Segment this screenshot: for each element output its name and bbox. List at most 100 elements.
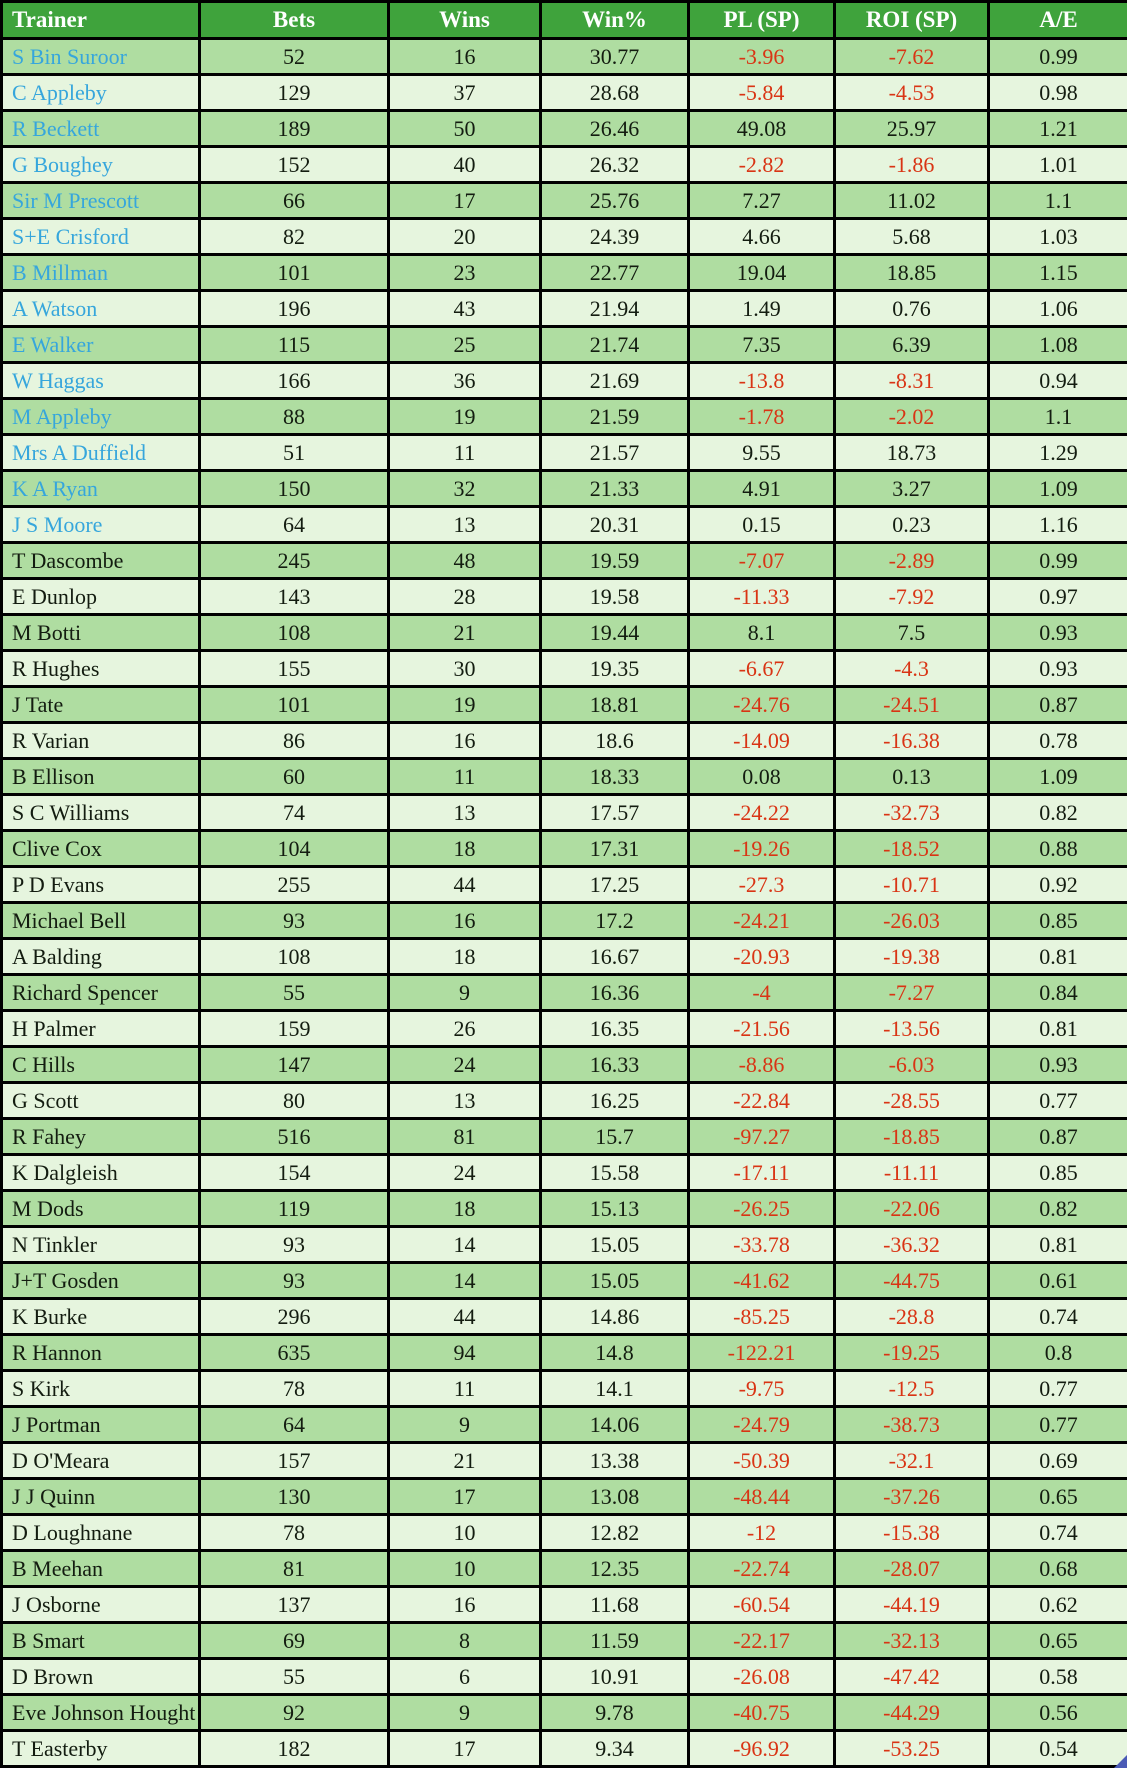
column-header-roi_sp[interactable]: ROI (SP) [833, 0, 990, 40]
column-header-bets[interactable]: Bets [198, 0, 390, 40]
bets-cell: 119 [198, 1189, 390, 1228]
ae-cell: 0.87 [987, 685, 1127, 724]
pl_sp-cell: -24.79 [687, 1405, 836, 1444]
trainer-name-link[interactable]: S+E Crisford [0, 217, 201, 256]
trainer-name-link[interactable]: K A Ryan [0, 469, 201, 508]
trainer-name: R Fahey [0, 1117, 201, 1156]
bets-cell: 635 [198, 1333, 390, 1372]
trainer-name-link[interactable]: W Haggas [0, 361, 201, 400]
table-row: C Appleby 129 37 28.68 -5.84 -4.53 0.98 [0, 73, 1127, 112]
win_pct-cell: 19.59 [539, 541, 690, 580]
bets-cell: 155 [198, 649, 390, 688]
bets-cell: 157 [198, 1441, 390, 1480]
pl_sp-cell: -20.93 [687, 937, 836, 976]
ae-cell: 0.74 [987, 1297, 1127, 1336]
pl_sp-cell: -22.74 [687, 1549, 836, 1588]
wins-cell: 18 [387, 829, 542, 868]
trainer-name: C Hills [0, 1045, 201, 1084]
bets-cell: 108 [198, 613, 390, 652]
table-row: R Hughes 155 30 19.35 -6.67 -4.3 0.93 [0, 649, 1127, 688]
pl_sp-cell: -122.21 [687, 1333, 836, 1372]
table-row: Michael Bell 93 16 17.2 -24.21 -26.03 0.85 [0, 901, 1127, 940]
column-header-ae[interactable]: A/E [987, 0, 1127, 40]
roi_sp-cell: -13.56 [833, 1009, 990, 1048]
trainer-name-link[interactable]: G Boughey [0, 145, 201, 184]
win_pct-cell: 16.67 [539, 937, 690, 976]
roi_sp-cell: -26.03 [833, 901, 990, 940]
trainer-name: D O'Meara [0, 1441, 201, 1480]
table-row: M Appleby 88 19 21.59 -1.78 -2.02 1.1 [0, 397, 1127, 436]
trainer-name-link[interactable]: B Millman [0, 253, 201, 292]
column-header-wins[interactable]: Wins [387, 0, 542, 40]
pl_sp-cell: -4 [687, 973, 836, 1012]
table-row: D O'Meara 157 21 13.38 -50.39 -32.1 0.69 [0, 1441, 1127, 1480]
pl_sp-cell: 4.66 [687, 217, 836, 256]
win_pct-cell: 16.25 [539, 1081, 690, 1120]
bets-cell: 88 [198, 397, 390, 436]
table-row: Mrs A Duffield 51 11 21.57 9.55 18.73 1.29 [0, 433, 1127, 472]
win_pct-cell: 17.31 [539, 829, 690, 868]
roi_sp-cell: 6.39 [833, 325, 990, 364]
win_pct-cell: 26.46 [539, 109, 690, 148]
pl_sp-cell: 7.35 [687, 325, 836, 364]
pl_sp-cell: -14.09 [687, 721, 836, 760]
table-row: K Burke 296 44 14.86 -85.25 -28.8 0.74 [0, 1297, 1127, 1336]
win_pct-cell: 21.69 [539, 361, 690, 400]
wins-cell: 19 [387, 397, 542, 436]
bets-cell: 55 [198, 973, 390, 1012]
bets-cell: 152 [198, 145, 390, 184]
column-header-pl_sp[interactable]: PL (SP) [687, 0, 836, 40]
trainer-name-link[interactable]: S Bin Suroor [0, 37, 201, 76]
trainer-name: J Tate [0, 685, 201, 724]
pl_sp-cell: -6.67 [687, 649, 836, 688]
win_pct-cell: 28.68 [539, 73, 690, 112]
win_pct-cell: 11.59 [539, 1621, 690, 1660]
column-header-trainer[interactable]: Trainer [0, 0, 201, 40]
ae-cell: 0.99 [987, 37, 1127, 76]
trainer-name: R Hannon [0, 1333, 201, 1372]
ae-cell: 1.06 [987, 289, 1127, 328]
wins-cell: 24 [387, 1045, 542, 1084]
bets-cell: 104 [198, 829, 390, 868]
trainer-name-link[interactable]: Sir M Prescott [0, 181, 201, 220]
ae-cell: 0.65 [987, 1477, 1127, 1516]
roi_sp-cell: -36.32 [833, 1225, 990, 1264]
roi_sp-cell: -12.5 [833, 1369, 990, 1408]
table-row: Clive Cox 104 18 17.31 -19.26 -18.52 0.88 [0, 829, 1127, 868]
roi_sp-cell: -28.07 [833, 1549, 990, 1588]
column-header-win_pct[interactable]: Win% [539, 0, 690, 40]
roi_sp-cell: 3.27 [833, 469, 990, 508]
bets-cell: 108 [198, 937, 390, 976]
table-row: D Loughnane 78 10 12.82 -12 -15.38 0.74 [0, 1513, 1127, 1552]
trainer-name: T Dascombe [0, 541, 201, 580]
table-row: K Dalgleish 154 24 15.58 -17.11 -11.11 0.85 [0, 1153, 1127, 1192]
wins-cell: 17 [387, 1729, 542, 1768]
ae-cell: 0.81 [987, 937, 1127, 976]
ae-cell: 0.62 [987, 1585, 1127, 1624]
roi_sp-cell: 7.5 [833, 613, 990, 652]
ae-cell: 0.84 [987, 973, 1127, 1012]
trainer-name-link[interactable]: M Appleby [0, 397, 201, 436]
trainer-name: D Loughnane [0, 1513, 201, 1552]
wins-cell: 9 [387, 1405, 542, 1444]
roi_sp-cell: -7.92 [833, 577, 990, 616]
trainer-name-link[interactable]: R Beckett [0, 109, 201, 148]
bets-cell: 64 [198, 505, 390, 544]
bets-cell: 129 [198, 73, 390, 112]
trainer-name-link[interactable]: J S Moore [0, 505, 201, 544]
ae-cell: 0.85 [987, 1153, 1127, 1192]
wins-cell: 11 [387, 1369, 542, 1408]
win_pct-cell: 17.2 [539, 901, 690, 940]
trainer-name-link[interactable]: Mrs A Duffield [0, 433, 201, 472]
pl_sp-cell: -11.33 [687, 577, 836, 616]
roi_sp-cell: -47.42 [833, 1657, 990, 1696]
bets-cell: 150 [198, 469, 390, 508]
ae-cell: 0.82 [987, 1189, 1127, 1228]
trainer-name-link[interactable]: C Appleby [0, 73, 201, 112]
pl_sp-cell: 1.49 [687, 289, 836, 328]
bets-cell: 60 [198, 757, 390, 796]
trainer-name-link[interactable]: A Watson [0, 289, 201, 328]
table-row: G Boughey 152 40 26.32 -2.82 -1.86 1.01 [0, 145, 1127, 184]
trainer-name-link[interactable]: E Walker [0, 325, 201, 364]
pl_sp-cell: -24.21 [687, 901, 836, 940]
